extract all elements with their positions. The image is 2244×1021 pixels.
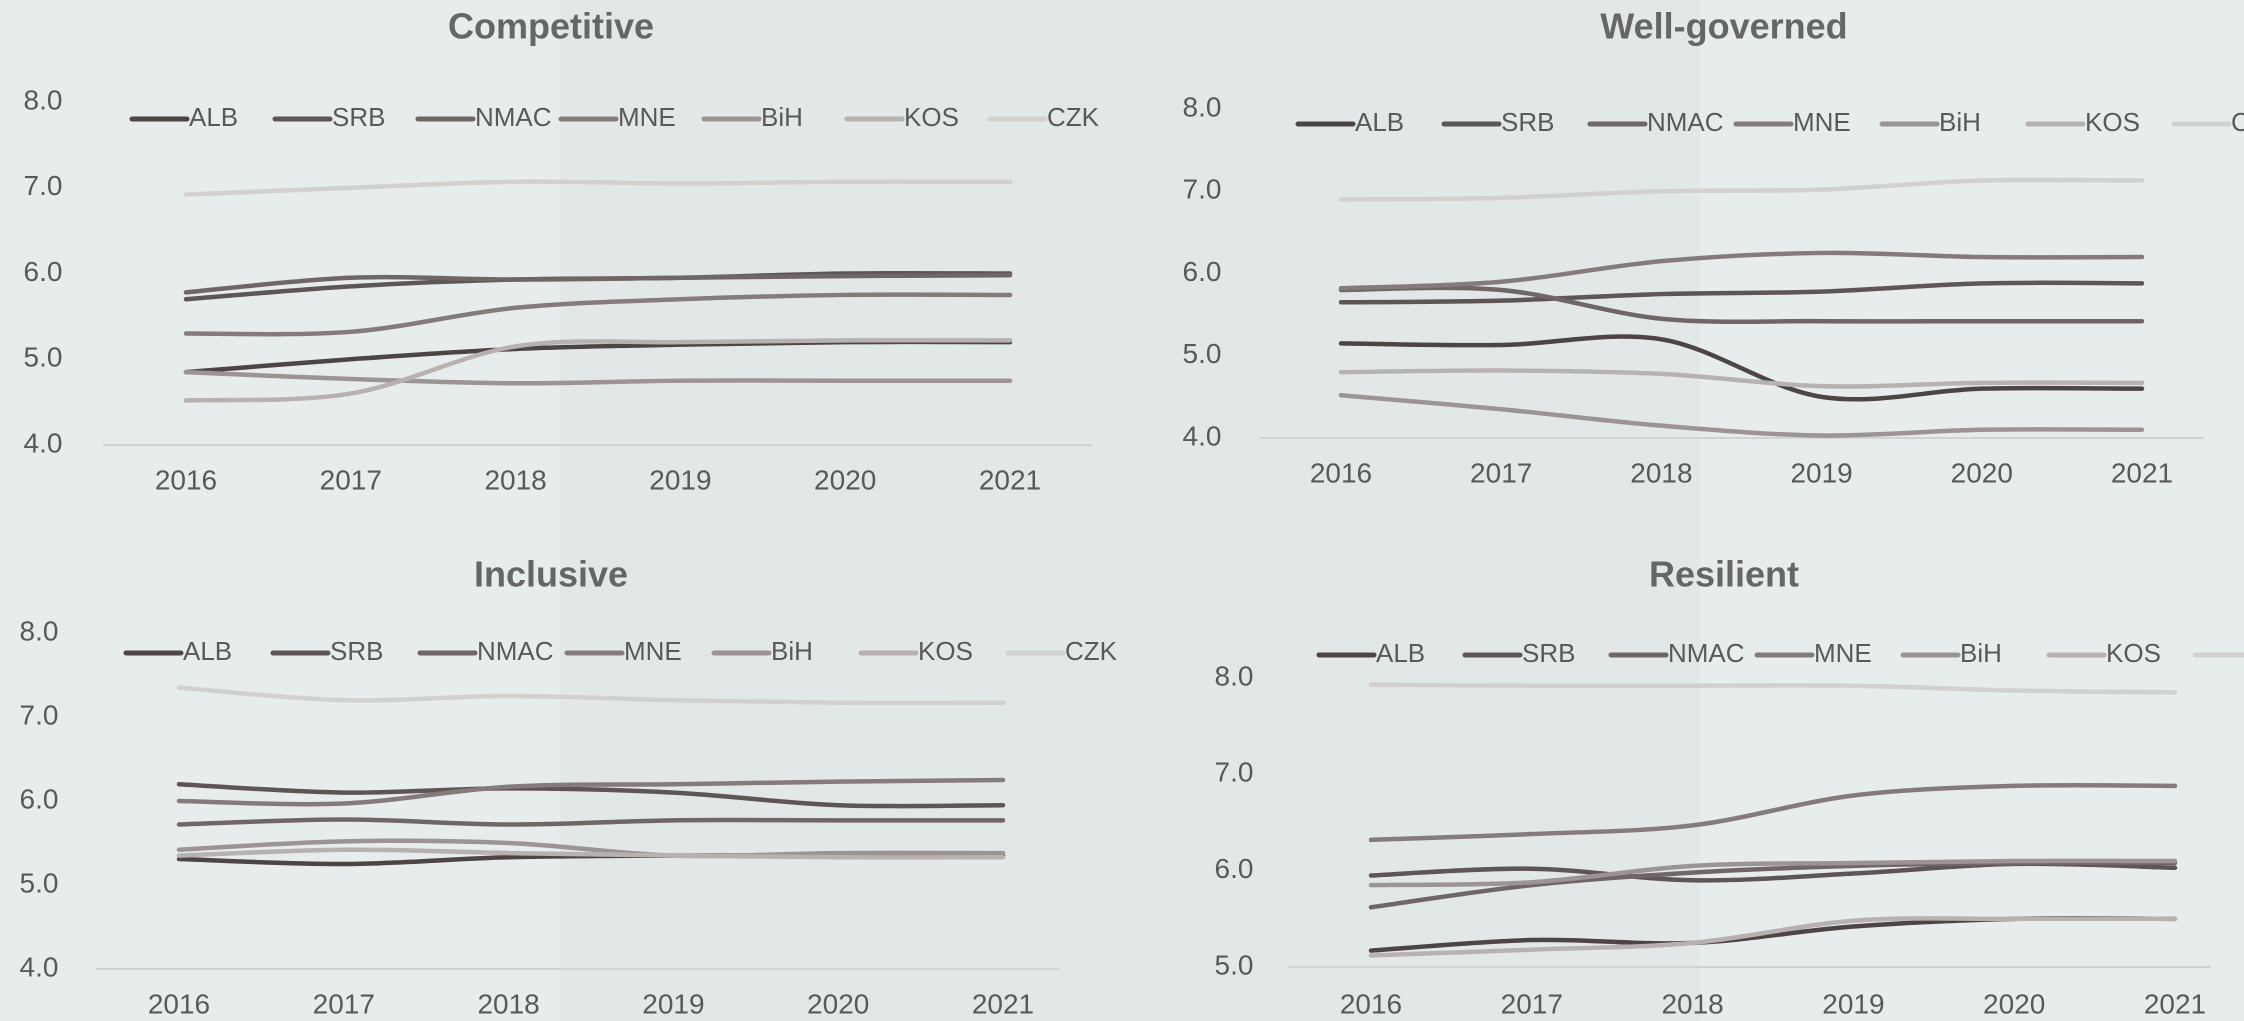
series-line — [1338, 368, 2145, 389]
y-tick-label: 6.0 — [1183, 256, 1222, 287]
y-tick-label: 7.0 — [24, 170, 63, 201]
legend-label: SRB — [1522, 638, 1575, 668]
legend-label: BiH — [761, 102, 803, 132]
legend-label: CZK — [1065, 636, 1118, 666]
legend-label: BiH — [1960, 638, 2002, 668]
x-tick-label: 2021 — [2144, 988, 2206, 1019]
y-tick-label: 5.0 — [20, 867, 59, 898]
x-tick-label: 2019 — [1790, 457, 1852, 488]
x-tick-label: 2019 — [642, 988, 704, 1019]
series-line — [176, 777, 1006, 807]
legend-label: NMAC — [477, 636, 554, 666]
x-tick-label: 2016 — [148, 988, 210, 1019]
series-line — [176, 781, 1006, 809]
x-tick-label: 2016 — [155, 464, 217, 495]
x-tick-label: 2020 — [1951, 457, 2013, 488]
y-tick-label: 5.0 — [1215, 949, 1254, 980]
legend-label: MNE — [1793, 107, 1851, 137]
x-tick-label: 2017 — [313, 988, 375, 1019]
chart-title: Resilient — [1649, 554, 1799, 595]
x-tick-label: 2019 — [1822, 988, 1884, 1019]
series-line — [1338, 177, 2145, 202]
x-tick-label: 2018 — [484, 464, 546, 495]
x-tick-label: 2021 — [979, 464, 1041, 495]
x-tick-label: 2018 — [477, 988, 539, 1019]
x-tick-label: 2018 — [1661, 988, 1723, 1019]
legend-label: KOS — [918, 636, 973, 666]
series-line — [183, 292, 1013, 337]
y-tick-label: 4.0 — [20, 951, 59, 982]
x-tick-label: 2020 — [1983, 988, 2045, 1019]
legend-label: KOS — [2085, 107, 2140, 137]
x-tick-label: 2017 — [1470, 457, 1532, 488]
series-line — [1338, 334, 2145, 402]
series-line — [1368, 682, 2178, 695]
legend-label: SRB — [330, 636, 383, 666]
series-line — [183, 338, 1013, 403]
legend-label: NMAC — [1647, 107, 1724, 137]
legend-label: BiH — [771, 636, 813, 666]
legend-label: MNE — [618, 102, 676, 132]
y-tick-label: 8.0 — [24, 84, 63, 115]
y-tick-label: 7.0 — [20, 699, 59, 730]
y-tick-label: 8.0 — [1183, 91, 1222, 122]
y-tick-label: 8.0 — [1215, 660, 1254, 691]
y-tick-label: 6.0 — [24, 256, 63, 287]
series-line — [183, 369, 1013, 386]
legend-label: ALB — [1355, 107, 1404, 137]
x-tick-label: 2020 — [807, 988, 869, 1019]
legend-label: SRB — [1501, 107, 1554, 137]
legend-label: ALB — [183, 636, 232, 666]
legend-label: MNE — [624, 636, 682, 666]
series-line — [176, 685, 1006, 706]
y-tick-label: 6.0 — [20, 783, 59, 814]
legend-label: ALB — [189, 102, 238, 132]
legend-label: KOS — [904, 102, 959, 132]
series-line — [183, 179, 1013, 197]
x-tick-label: 2017 — [320, 464, 382, 495]
y-tick-label: 4.0 — [24, 427, 63, 458]
series-line — [1368, 782, 2178, 843]
x-tick-label: 2021 — [2111, 457, 2173, 488]
y-tick-label: 5.0 — [1183, 338, 1222, 369]
series-line — [1338, 392, 2145, 438]
y-tick-label: 5.0 — [24, 342, 63, 373]
series-line — [1338, 285, 2145, 325]
series-line — [1338, 280, 2145, 305]
y-tick-label: 6.0 — [1215, 853, 1254, 884]
series-line — [183, 272, 1013, 295]
y-tick-label: 8.0 — [20, 615, 59, 646]
legend-label: KOS — [2106, 638, 2161, 668]
series-line — [1368, 858, 2178, 888]
legend-label: MNE — [1814, 638, 1872, 668]
series-line — [176, 838, 1006, 859]
y-tick-label: 7.0 — [1215, 757, 1254, 788]
legend-label: ALB — [1376, 638, 1425, 668]
y-tick-label: 4.0 — [1183, 420, 1222, 451]
background-building — [560, 0, 1700, 1021]
chart-title: Well-governed — [1600, 6, 1847, 47]
legend-label: SRB — [332, 102, 385, 132]
x-tick-label: 2019 — [649, 464, 711, 495]
legend-label: CZK — [2231, 107, 2244, 137]
legend-label: NMAC — [1668, 638, 1745, 668]
x-tick-label: 2017 — [1501, 988, 1563, 1019]
chart-title: Inclusive — [474, 554, 628, 595]
series-line — [176, 847, 1006, 860]
chart-title: Competitive — [448, 6, 654, 47]
x-tick-label: 2020 — [814, 464, 876, 495]
y-tick-label: 7.0 — [1183, 174, 1222, 205]
x-tick-label: 2016 — [1310, 457, 1372, 488]
legend-label: NMAC — [475, 102, 552, 132]
series-line — [1338, 250, 2145, 291]
x-tick-label: 2021 — [972, 988, 1034, 1019]
legend-label: CZK — [1047, 102, 1100, 132]
series-line — [176, 817, 1006, 827]
series-line — [1368, 916, 2178, 958]
x-tick-label: 2018 — [1630, 457, 1692, 488]
x-tick-label: 2016 — [1340, 988, 1402, 1019]
legend-label: BiH — [1939, 107, 1981, 137]
